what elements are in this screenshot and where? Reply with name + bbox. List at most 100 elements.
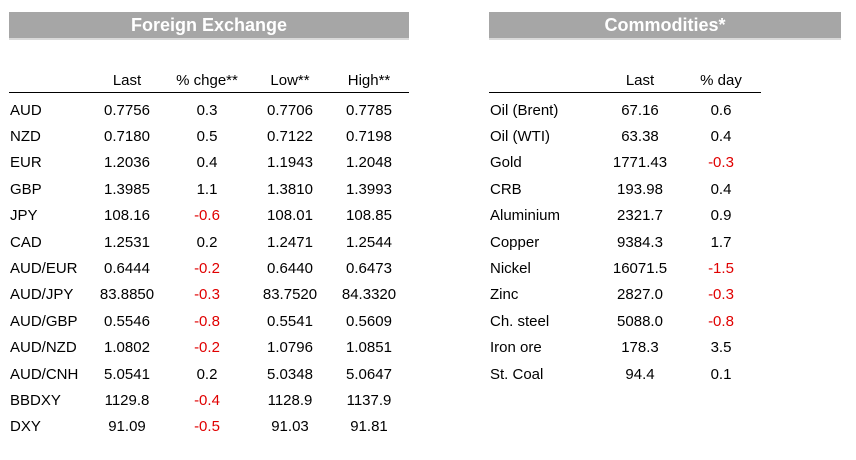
table-row: Oil (Brent) 67.16 0.6 — [489, 93, 761, 124]
value-cell: 1771.43 — [612, 154, 668, 172]
row-label: Aluminium — [490, 207, 561, 225]
value-cell: 0.6440 — [267, 260, 313, 278]
value-cell: 83.8850 — [99, 286, 155, 304]
value-cell: 0.5541 — [267, 312, 313, 330]
row-label: CRB — [490, 180, 522, 198]
value-cell: 193.98 — [617, 180, 663, 198]
value-cell: 0.7122 — [267, 128, 313, 146]
value-cell: 1.2471 — [267, 233, 313, 251]
row-label: Nickel — [490, 260, 531, 278]
value-cell: 1.2531 — [104, 233, 150, 251]
fx-title: Foreign Exchange — [9, 12, 409, 40]
value-cell: 0.5546 — [104, 312, 150, 330]
value-cell: 108.85 — [346, 207, 392, 225]
value-cell: 1.2048 — [346, 154, 392, 172]
value-cell: 1137.9 — [346, 391, 392, 409]
value-cell: 91.09 — [108, 418, 146, 436]
row-label: Ch. steel — [490, 312, 550, 330]
value-cell: 0.4 — [196, 154, 218, 172]
table-row: AUD/JPY 83.8850 -0.3 83.7520 84.3320 — [9, 282, 409, 308]
value-cell: 0.7198 — [346, 128, 392, 146]
row-label: Gold — [490, 154, 522, 172]
value-cell: -0.3 — [194, 286, 220, 304]
value-cell: 9384.3 — [617, 233, 663, 251]
row-label: AUD/CNH — [10, 365, 79, 383]
table-row: GBP 1.3985 1.1 1.3810 1.3993 — [9, 176, 409, 202]
value-cell: 0.7706 — [267, 101, 313, 119]
value-cell: 1.3810 — [267, 180, 313, 198]
value-cell: 1.1 — [196, 180, 218, 198]
value-cell: 1129.8 — [104, 391, 150, 409]
fx-header-row: Last% chge** Low** High** — [9, 68, 409, 93]
value-cell: 1.3985 — [104, 180, 150, 198]
value-cell: 0.6473 — [346, 260, 392, 278]
commodities-table: Last% day Oil (Brent) 67.16 0.6 Oil (WTI) 63… — [489, 68, 761, 387]
value-cell: 63.38 — [621, 128, 659, 146]
fx-header-cell — [9, 68, 91, 93]
table-row: Ch. steel 5088.0 -0.8 — [489, 308, 761, 334]
table-row: Gold 1771.43 -0.3 — [489, 150, 761, 176]
table-row: Oil (WTI) 63.38 0.4 — [489, 123, 761, 149]
fx-header-cell: % chge** — [163, 68, 251, 93]
commodities-header-cell: Last — [599, 68, 681, 93]
value-cell: 0.6444 — [104, 260, 150, 278]
value-cell: 0.9 — [710, 207, 732, 225]
value-cell: 108.01 — [267, 207, 313, 225]
row-label: Oil (Brent) — [490, 101, 559, 119]
fx-header-cell: Low** — [251, 68, 329, 93]
value-cell: 0.7756 — [104, 101, 150, 119]
value-cell: 0.4 — [710, 180, 732, 198]
table-row: Zinc 2827.0 -0.3 — [489, 282, 761, 308]
value-cell: 0.2 — [196, 365, 218, 383]
row-label: Zinc — [490, 286, 519, 304]
value-cell: 94.4 — [625, 365, 655, 383]
value-cell: 0.3 — [196, 101, 218, 119]
table-row: St. Coal 94.4 0.1 — [489, 361, 761, 387]
value-cell: -0.8 — [708, 312, 734, 330]
table-row: AUD/GBP 0.5546 -0.8 0.5541 0.5609 — [9, 308, 409, 334]
value-cell: -0.4 — [194, 391, 220, 409]
fx-table: Last% chge** Low** High** AUD 0.7756 0.3 0.77… — [9, 68, 409, 440]
table-row: Aluminium 2321.7 0.9 — [489, 203, 761, 229]
value-cell: 0.7180 — [104, 128, 150, 146]
row-label: Iron ore — [490, 339, 542, 357]
value-cell: 1.7 — [710, 233, 732, 251]
row-label: CAD — [10, 233, 42, 251]
table-row: DXY 91.09 -0.5 91.03 91.81 — [9, 414, 409, 440]
row-label: DXY — [10, 418, 41, 436]
value-cell: 5088.0 — [617, 312, 663, 330]
value-cell: 5.0541 — [104, 365, 150, 383]
value-cell: 2827.0 — [617, 286, 663, 304]
table-row: BBDXY 1129.8 -0.4 1128.9 1137.9 — [9, 387, 409, 413]
value-cell: 91.81 — [350, 418, 388, 436]
commodities-header-row: Last% day — [489, 68, 761, 93]
value-cell: -0.8 — [194, 312, 220, 330]
row-label: AUD/NZD — [10, 339, 77, 357]
row-label: AUD/JPY — [10, 286, 74, 304]
value-cell: 0.7785 — [346, 101, 392, 119]
table-row: CAD 1.2531 0.2 1.2471 1.2544 — [9, 229, 409, 255]
value-cell: 0.4 — [710, 128, 732, 146]
value-cell: 0.5 — [196, 128, 218, 146]
table-row: EUR 1.2036 0.4 1.1943 1.2048 — [9, 150, 409, 176]
value-cell: 67.16 — [621, 101, 659, 119]
row-label: EUR — [10, 154, 42, 172]
value-cell: 1.0851 — [346, 339, 392, 357]
row-label: AUD/GBP — [10, 312, 78, 330]
value-cell: 1.2036 — [104, 154, 150, 172]
value-cell: -1.5 — [708, 260, 734, 278]
table-row: AUD/EUR 0.6444 -0.2 0.6440 0.6473 — [9, 255, 409, 281]
fx-header-cell: High** — [329, 68, 409, 93]
value-cell: 91.03 — [271, 418, 309, 436]
value-cell: -0.2 — [194, 260, 220, 278]
value-cell: 1.0802 — [104, 339, 150, 357]
table-row: Iron ore 178.3 3.5 — [489, 335, 761, 361]
row-label: AUD — [10, 101, 42, 119]
value-cell: 16071.5 — [612, 260, 668, 278]
row-label: BBDXY — [10, 391, 61, 409]
fx-header-cell: Last — [91, 68, 163, 93]
table-row: JPY 108.16 -0.6 108.01 108.85 — [9, 203, 409, 229]
value-cell: 0.2 — [196, 233, 218, 251]
row-label: GBP — [10, 180, 42, 198]
value-cell: 1.3993 — [346, 180, 392, 198]
